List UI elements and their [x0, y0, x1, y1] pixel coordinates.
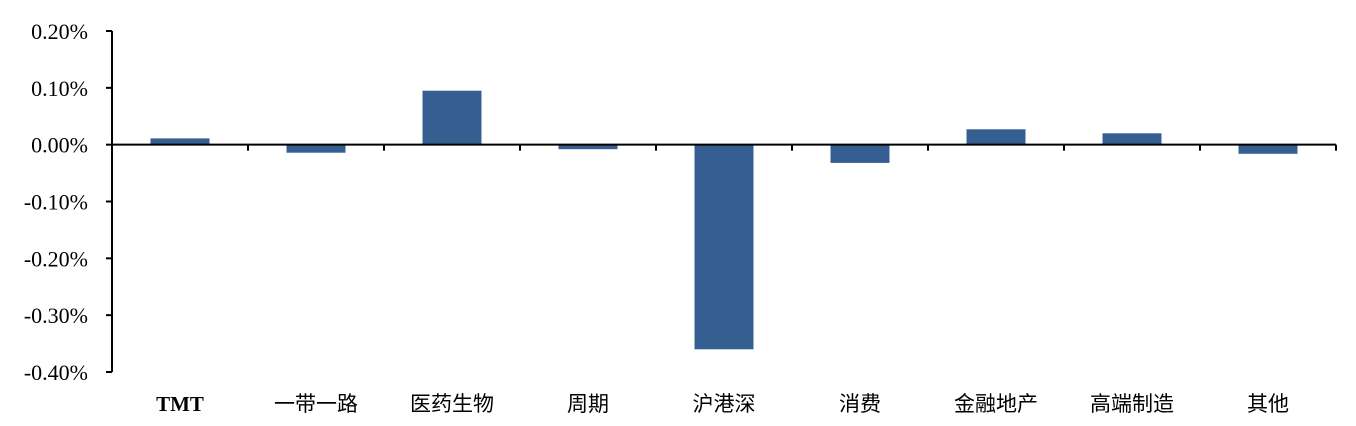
- x-axis-category-labels: TMT 一带一路 医药生物 周期 沪港深 消费 金融地产 高端制造 其他: [156, 392, 1289, 416]
- y-axis-tick-labels: 0.20% 0.10% 0.00% -0.10% -0.20% -0.30% -0.40%: [24, 19, 88, 385]
- bar-7: [1102, 133, 1162, 145]
- y-tick-label: -0.20%: [24, 246, 88, 271]
- bar-1: [286, 144, 346, 153]
- y-tick-label: 0.20%: [31, 19, 88, 44]
- y-tick-label: 0.10%: [31, 76, 88, 101]
- y-tick-label: 0.00%: [31, 133, 88, 158]
- bar-0: [150, 138, 210, 145]
- bar-6: [966, 129, 1026, 145]
- y-tick-label: -0.40%: [24, 360, 88, 385]
- x-category-label: 一带一路: [274, 392, 358, 416]
- x-category-label: 医药生物: [410, 392, 494, 416]
- bar-8: [1238, 144, 1298, 154]
- x-category-label: 高端制造: [1090, 392, 1174, 416]
- bar-3: [558, 144, 618, 150]
- x-category-label: 其他: [1247, 392, 1289, 416]
- bar-5: [830, 144, 890, 163]
- axes-group: [106, 30, 1337, 373]
- x-category-label: 周期: [567, 392, 609, 416]
- x-category-label: 消费: [839, 392, 881, 416]
- bar-2: [422, 90, 482, 145]
- x-category-label: 金融地产: [954, 392, 1038, 416]
- y-tick-label: -0.30%: [24, 303, 88, 328]
- x-category-label: TMT: [156, 392, 204, 416]
- y-tick-label: -0.10%: [24, 190, 88, 215]
- x-category-label: 沪港深: [693, 392, 756, 416]
- bars-group: [150, 90, 1298, 350]
- bar-4: [694, 144, 754, 350]
